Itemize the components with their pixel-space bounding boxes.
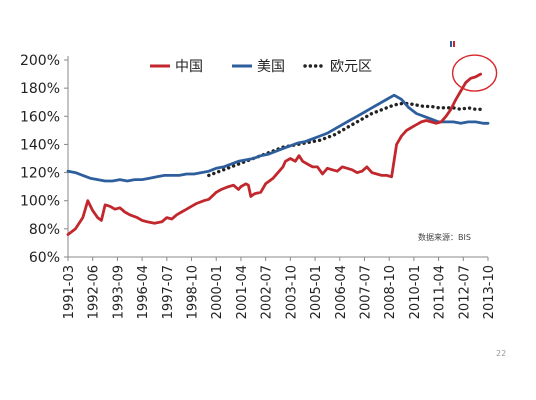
x-tick-label: 2002-07: [260, 265, 275, 319]
x-tick-label: 1993-09: [111, 265, 126, 319]
x-tick-label: 2010-01: [408, 265, 423, 319]
series-line-1: [66, 93, 490, 183]
x-tick-label: 2005-01: [309, 265, 324, 319]
x-tick-label: 2001-04: [235, 265, 250, 319]
y-tick-label: 80%: [29, 222, 60, 238]
x-tick-label: 2008-10: [383, 265, 398, 319]
decorations: [450, 41, 498, 92]
y-tick-label: 160%: [20, 109, 60, 125]
x-tick-label: 1992-06: [87, 265, 102, 319]
x-tick-label: 2007-07: [358, 265, 373, 319]
y-tick-label: 120%: [20, 166, 60, 182]
legend: 中国 美国 欧元区: [150, 59, 372, 75]
y-tick-label: 180%: [20, 81, 60, 97]
series-line-2: [207, 101, 485, 178]
x-tick-label: 2000-01: [210, 265, 225, 319]
corner-mark-red: [453, 41, 455, 47]
x-tick-label: 1998-10: [186, 265, 201, 319]
x-tick-label: 2011-04: [433, 265, 448, 319]
y-tick-label: 200%: [20, 53, 60, 69]
corner-mark-blue: [450, 41, 452, 47]
y-tick-label: 100%: [20, 194, 60, 210]
legend-label: 欧元区: [330, 59, 372, 75]
page-number: 22: [496, 349, 506, 358]
x-axis: 1991-03 1992-06 1993-09 1996-04 1997-07 1998-…: [62, 256, 497, 319]
legend-label: 美国: [257, 59, 285, 75]
y-tick-label: 60%: [29, 250, 60, 266]
series-line-0: [66, 72, 482, 236]
y-tick-label: 140%: [20, 137, 60, 153]
legend-label: 中国: [175, 59, 203, 75]
x-tick-label: 2006-04: [334, 265, 349, 319]
x-tick-label: 2003-10: [284, 265, 299, 319]
x-tick-label: 2012-07: [457, 265, 472, 319]
x-tick-label: 1997-07: [161, 265, 176, 319]
highlight-circle: [451, 54, 498, 92]
x-tick-label: 2013-10: [482, 265, 497, 319]
y-axis: 60% 80% 100% 120% 140% 160% 180% 200%: [20, 53, 69, 266]
x-tick-label: 1991-03: [62, 265, 77, 319]
x-tick-label: 1996-04: [136, 265, 151, 319]
series-lines: [66, 72, 490, 236]
source-note: 数据来源：BIS: [418, 232, 471, 242]
